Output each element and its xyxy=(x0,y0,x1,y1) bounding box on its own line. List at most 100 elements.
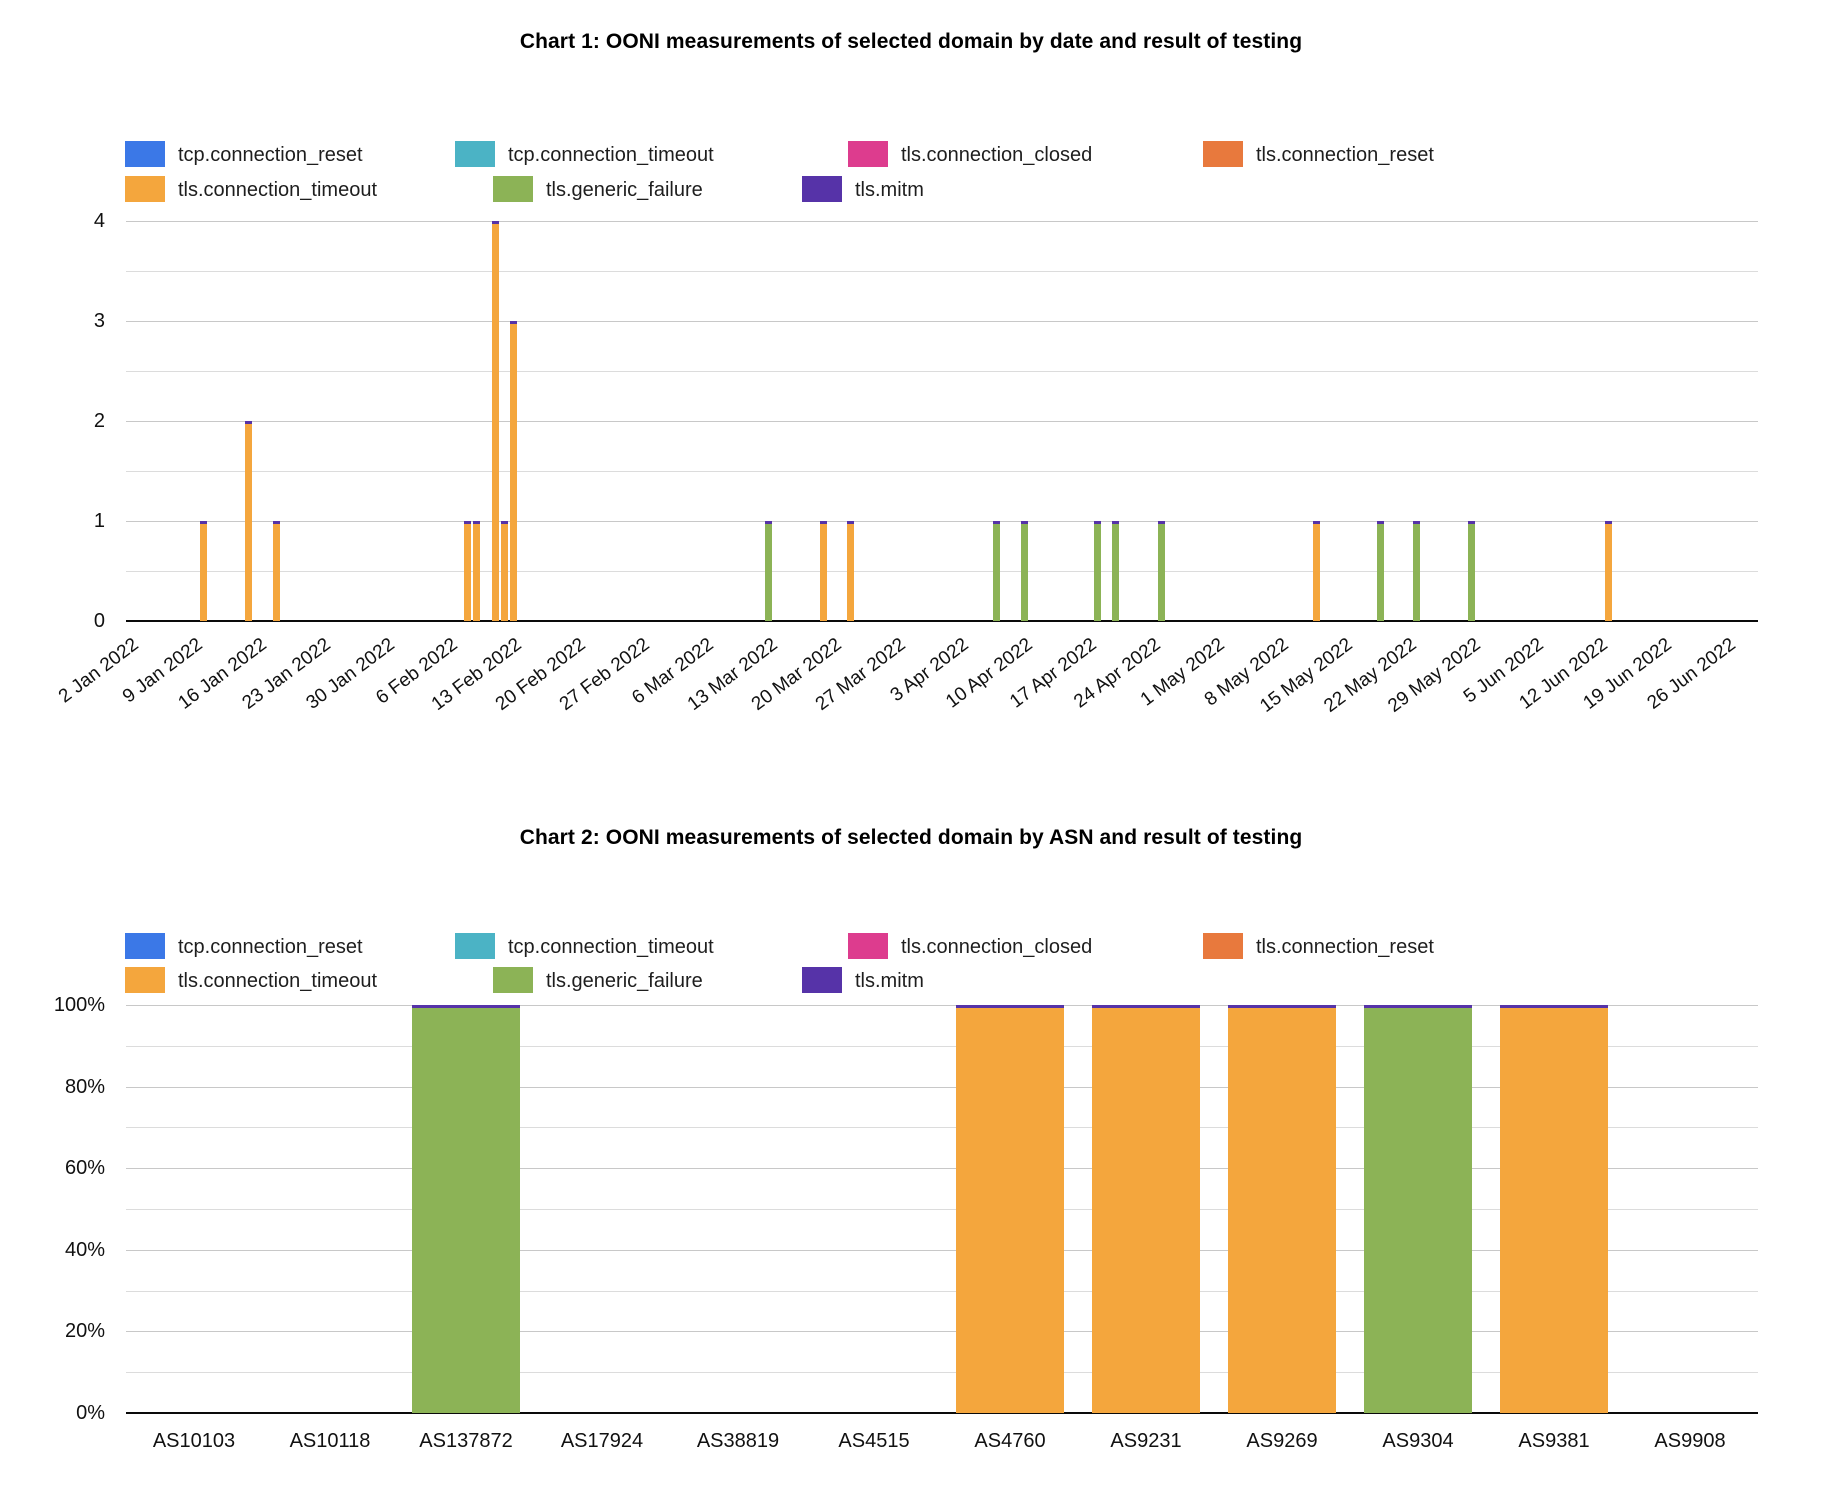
bar-cap-tls.mitm xyxy=(473,521,481,524)
chart2-title: Chart 2: OONI measurements of selected d… xyxy=(519,826,1303,849)
gridline-major xyxy=(126,221,1758,222)
legend-swatch-tls.generic_failure xyxy=(493,176,533,202)
x-tick-label-AS9908: AS9908 xyxy=(1654,1430,1726,1452)
bar-tls.connection_timeout[interactable] xyxy=(473,521,481,621)
bar-tls.generic_failure[interactable] xyxy=(1093,521,1101,621)
x-tick-label-AS9304: AS9304 xyxy=(1382,1430,1454,1452)
y-tick-label: 2 xyxy=(93,410,105,432)
bar-tls.connection_timeout[interactable] xyxy=(820,521,828,621)
legend-swatch-tcp.connection_timeout xyxy=(455,933,495,959)
bar-tls.generic_failure[interactable] xyxy=(1157,521,1165,621)
y-tick-label: 4 xyxy=(93,210,105,232)
legend-swatch-tls.generic_failure xyxy=(493,967,533,993)
bar-cap-tls.mitm xyxy=(500,521,508,524)
bar-cap-tls.mitm xyxy=(199,521,207,524)
legend-label: tls.connection_closed xyxy=(901,144,1093,166)
legend-label: tls.generic_failure xyxy=(546,970,703,992)
bar-cap-tls.mitm xyxy=(245,421,253,424)
bar-cap-tls.mitm xyxy=(847,521,855,524)
legend-label: tls.connection_reset xyxy=(1256,144,1434,166)
bar-tls.connection_timeout[interactable] xyxy=(1092,1005,1200,1413)
legend-swatch-tls.mitm xyxy=(802,967,842,993)
gridline-major xyxy=(126,321,1758,322)
legend-swatch-tls.connection_reset xyxy=(1203,141,1243,167)
legend-label: tls.mitm xyxy=(855,179,924,201)
legend-swatch-tls.mitm xyxy=(802,176,842,202)
gridline-minor xyxy=(126,1372,1758,1373)
x-tick-label-AS4760: AS4760 xyxy=(974,1430,1046,1452)
bar-tls.connection_timeout[interactable] xyxy=(272,521,280,621)
bar-cap-tls.mitm xyxy=(464,521,472,524)
bar-tls.connection_timeout[interactable] xyxy=(500,521,508,621)
bar-cap-tls.mitm xyxy=(509,321,517,324)
bar-tls.connection_timeout[interactable] xyxy=(199,521,207,621)
y-tick-label: 40% xyxy=(64,1239,105,1261)
legend-label: tls.connection_timeout xyxy=(178,970,378,992)
bar-tls.generic_failure[interactable] xyxy=(1020,521,1028,621)
legend-label: tls.mitm xyxy=(855,970,924,992)
legend-label: tls.connection_closed xyxy=(901,936,1093,958)
bar-cap-tls.mitm xyxy=(1413,521,1421,524)
bar-tls.connection_timeout[interactable] xyxy=(509,321,517,621)
bar-tls.generic_failure[interactable] xyxy=(1413,521,1421,621)
x-tick-label-AS137872: AS137872 xyxy=(419,1430,513,1452)
x-tick-label-AS10118: AS10118 xyxy=(289,1430,371,1452)
bar-tls.generic_failure[interactable] xyxy=(1364,1005,1472,1413)
bar-cap-tls.mitm xyxy=(993,521,1001,524)
bar-tls.generic_failure[interactable] xyxy=(1112,521,1120,621)
gridline-minor xyxy=(126,1127,1758,1128)
bar-cap-tls.mitm xyxy=(820,521,828,524)
bar-tls.connection_timeout[interactable] xyxy=(1312,521,1320,621)
y-tick-label: 0% xyxy=(76,1402,105,1424)
gridline-minor xyxy=(126,471,1758,472)
y-tick-label: 60% xyxy=(64,1157,105,1179)
bar-tls.generic_failure[interactable] xyxy=(1376,521,1384,621)
bar-tls.connection_timeout[interactable] xyxy=(1604,521,1612,621)
bar-cap-tls.mitm xyxy=(1604,521,1612,524)
y-tick-label: 3 xyxy=(93,310,105,332)
gridline-major xyxy=(126,1250,1758,1251)
bar-tls.connection_timeout[interactable] xyxy=(847,521,855,621)
legend-swatch-tcp.connection_timeout xyxy=(455,141,495,167)
bar-tls.connection_timeout[interactable] xyxy=(1500,1005,1608,1413)
legend-label: tcp.connection_reset xyxy=(178,936,363,958)
gridline-minor xyxy=(126,1291,1758,1292)
bar-cap-tls.mitm xyxy=(1364,1005,1472,1008)
chart1-title: Chart 1: OONI measurements of selected d… xyxy=(519,30,1303,53)
bar-cap-tls.mitm xyxy=(1020,521,1028,524)
legend-label: tls.connection_reset xyxy=(1256,936,1434,958)
bar-tls.connection_timeout[interactable] xyxy=(956,1005,1064,1413)
gridline-major xyxy=(126,1005,1758,1006)
bar-tls.connection_timeout[interactable] xyxy=(491,221,499,621)
bar-tls.generic_failure[interactable] xyxy=(412,1005,520,1413)
bar-tls.connection_timeout[interactable] xyxy=(1228,1005,1336,1413)
gridline-major xyxy=(126,521,1758,522)
y-tick-label: 20% xyxy=(64,1320,105,1342)
bar-tls.connection_timeout[interactable] xyxy=(464,521,472,621)
y-tick-label: 1 xyxy=(93,510,105,532)
x-axis-baseline xyxy=(126,1412,1758,1414)
bar-cap-tls.mitm xyxy=(1093,521,1101,524)
bar-tls.generic_failure[interactable] xyxy=(1468,521,1475,621)
gridline-major xyxy=(126,1331,1758,1332)
bar-cap-tls.mitm xyxy=(1500,1005,1608,1008)
x-axis-baseline xyxy=(126,620,1758,622)
x-tick-label-AS38819: AS38819 xyxy=(696,1430,780,1452)
gridline-minor xyxy=(126,371,1758,372)
bar-cap-tls.mitm xyxy=(1228,1005,1336,1008)
x-tick-label-AS10103: AS10103 xyxy=(152,1430,236,1452)
bar-tls.connection_timeout[interactable] xyxy=(245,421,253,621)
bar-tls.generic_failure[interactable] xyxy=(765,521,773,621)
x-tick-label-AS17924: AS17924 xyxy=(560,1430,644,1452)
gridline-minor xyxy=(126,1046,1758,1047)
bar-tls.generic_failure[interactable] xyxy=(993,521,1001,621)
bar-cap-tls.mitm xyxy=(491,221,499,224)
bar-cap-tls.mitm xyxy=(765,521,773,524)
legend-label: tcp.connection_reset xyxy=(178,144,363,166)
x-tick-label-AS4515: AS4515 xyxy=(838,1430,910,1452)
gridline-minor xyxy=(126,571,1758,572)
y-tick-label: 0 xyxy=(93,610,105,632)
gridline-minor xyxy=(126,1209,1758,1210)
legend-swatch-tls.connection_closed xyxy=(848,141,888,167)
